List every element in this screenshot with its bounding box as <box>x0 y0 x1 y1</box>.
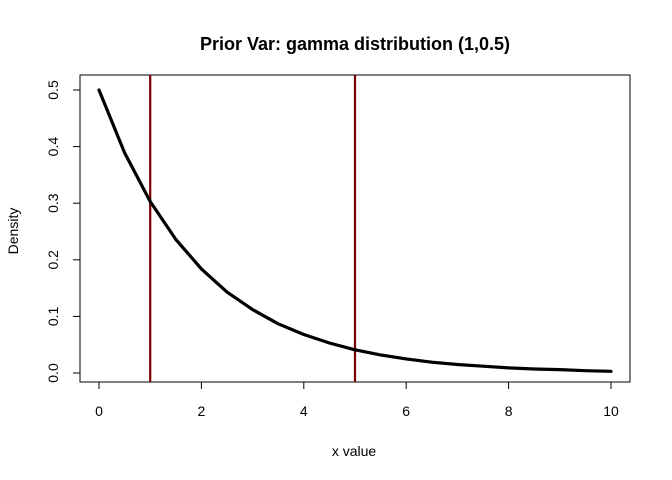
y-tick-label: 0.4 <box>45 137 61 157</box>
x-tick-label: 4 <box>300 403 308 419</box>
density-curve <box>97 88 613 373</box>
y-tick-label: 0.2 <box>45 250 61 270</box>
chart-title: Prior Var: gamma distribution (1,0.5) <box>200 34 510 54</box>
y-axis: 0.0 0.1 0.2 0.3 0.4 0.5 <box>45 80 81 383</box>
y-tick-label: 0.0 <box>45 363 61 383</box>
x-axis: 0 2 4 6 8 10 <box>95 381 619 419</box>
x-axis-label: x value <box>332 443 377 459</box>
vertical-lines <box>149 75 357 382</box>
x-tick-label: 2 <box>198 403 206 419</box>
y-tick-label: 0.1 <box>45 306 61 326</box>
x-tick-label: 8 <box>505 403 513 419</box>
x-tick-label: 0 <box>95 403 103 419</box>
y-tick-label: 0.5 <box>45 80 61 100</box>
series-group <box>97 88 613 373</box>
y-tick-label: 0.3 <box>45 193 61 213</box>
y-axis-label: Density <box>5 208 21 255</box>
x-tick-label: 10 <box>603 403 619 419</box>
x-tick-label: 6 <box>402 403 410 419</box>
